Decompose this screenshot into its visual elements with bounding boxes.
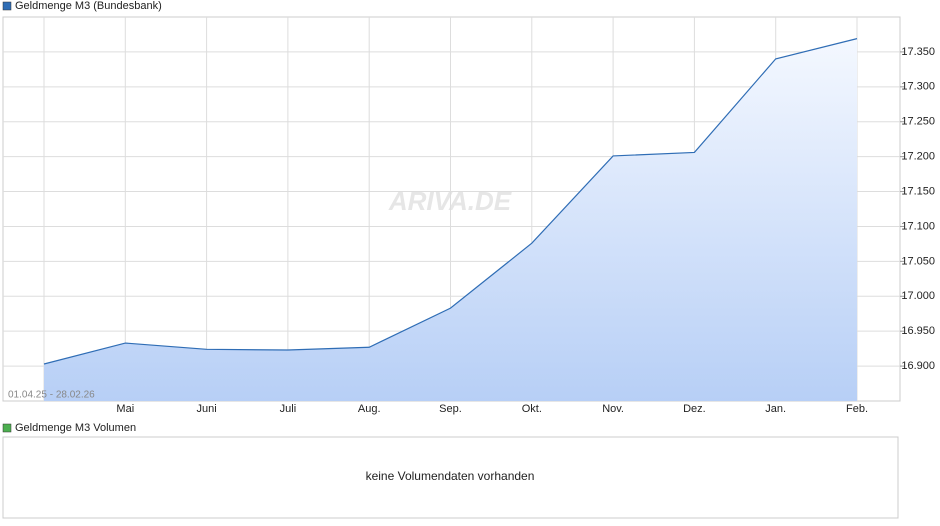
x-tick-label: Sep. <box>439 403 462 415</box>
x-tick-label: Dez. <box>683 403 706 415</box>
y-tick-label: 17.050 <box>901 255 935 267</box>
y-tick-label: 17.000 <box>901 290 935 302</box>
watermark: ARIVA.DE <box>388 186 512 216</box>
y-tick-label: 16.900 <box>901 360 935 372</box>
y-tick-label: 17.100 <box>901 220 935 232</box>
line <box>43 38 858 365</box>
x-tick-label: Feb. <box>846 403 868 415</box>
legend-swatch <box>2 423 12 433</box>
x-tick-label: Okt. <box>522 403 542 415</box>
x-tick-label: Juli <box>280 403 297 415</box>
range-label: 01.04.25 - 28.02.26 <box>8 390 95 401</box>
x-tick-label: Jan. <box>765 403 786 415</box>
legend-label: Geldmenge M3 Volumen <box>15 422 136 434</box>
x-tick-label: Nov. <box>602 403 624 415</box>
y-tick-label: 17.300 <box>901 81 935 93</box>
volume-message: keine Volumendaten vorhanden <box>366 469 535 483</box>
x-tick-label: Juni <box>197 403 217 415</box>
legend-label: Geldmenge M3 (Bundesbank) <box>15 0 162 12</box>
volume-frame <box>2 436 899 519</box>
plot-area: 16.900 16.950 17.000 17.050 17.100 17.150 17.2… <box>3 17 935 415</box>
y-tick-label: 17.150 <box>901 185 935 197</box>
y-tick-label: 17.350 <box>901 46 935 58</box>
x-tick-label: Mai <box>116 403 134 415</box>
y-tick-label: 17.250 <box>901 116 935 128</box>
legend-swatch <box>2 1 12 11</box>
y-tick-label: 16.950 <box>901 325 935 337</box>
y-tick-label: 17.200 <box>901 151 935 163</box>
area <box>44 38 857 401</box>
x-tick-label: Aug. <box>358 403 381 415</box>
